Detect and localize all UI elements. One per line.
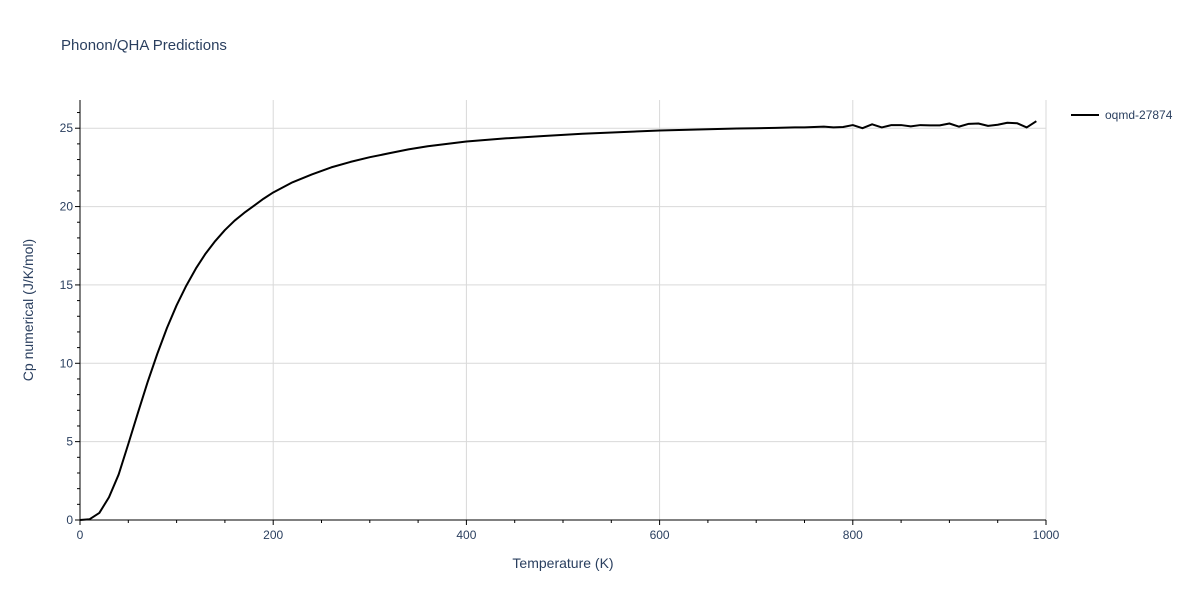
y-tick-label: 5 (66, 435, 73, 449)
x-tick-label: 400 (456, 528, 476, 542)
x-tick-label: 1000 (1033, 528, 1060, 542)
x-axis-title: Temperature (K) (512, 555, 613, 571)
y-tick-label: 0 (66, 513, 73, 527)
x-tick-label: 0 (77, 528, 84, 542)
chart-title: Phonon/QHA Predictions (61, 37, 227, 54)
axes (75, 100, 1047, 525)
y-tick-label: 20 (60, 200, 74, 214)
legend[interactable]: oqmd-27874 (1071, 108, 1173, 122)
x-tick-label: 600 (650, 528, 670, 542)
plot-area (79, 120, 1037, 521)
legend-label: oqmd-27874 (1105, 108, 1173, 122)
y-tick-label: 25 (60, 121, 74, 135)
x-tick-label: 200 (263, 528, 283, 542)
y-axis-title: Cp numerical (J/K/mol) (20, 239, 36, 381)
x-tick-labels: 0 200 400 600 800 1000 (77, 528, 1060, 542)
grid-lines (80, 100, 1047, 520)
y-tick-labels: 0 5 10 15 20 25 (60, 121, 74, 527)
x-tick-label: 800 (843, 528, 863, 542)
series-line-oqmd-27874 (79, 120, 1037, 521)
y-tick-label: 10 (60, 356, 74, 370)
y-tick-label: 15 (60, 278, 74, 292)
